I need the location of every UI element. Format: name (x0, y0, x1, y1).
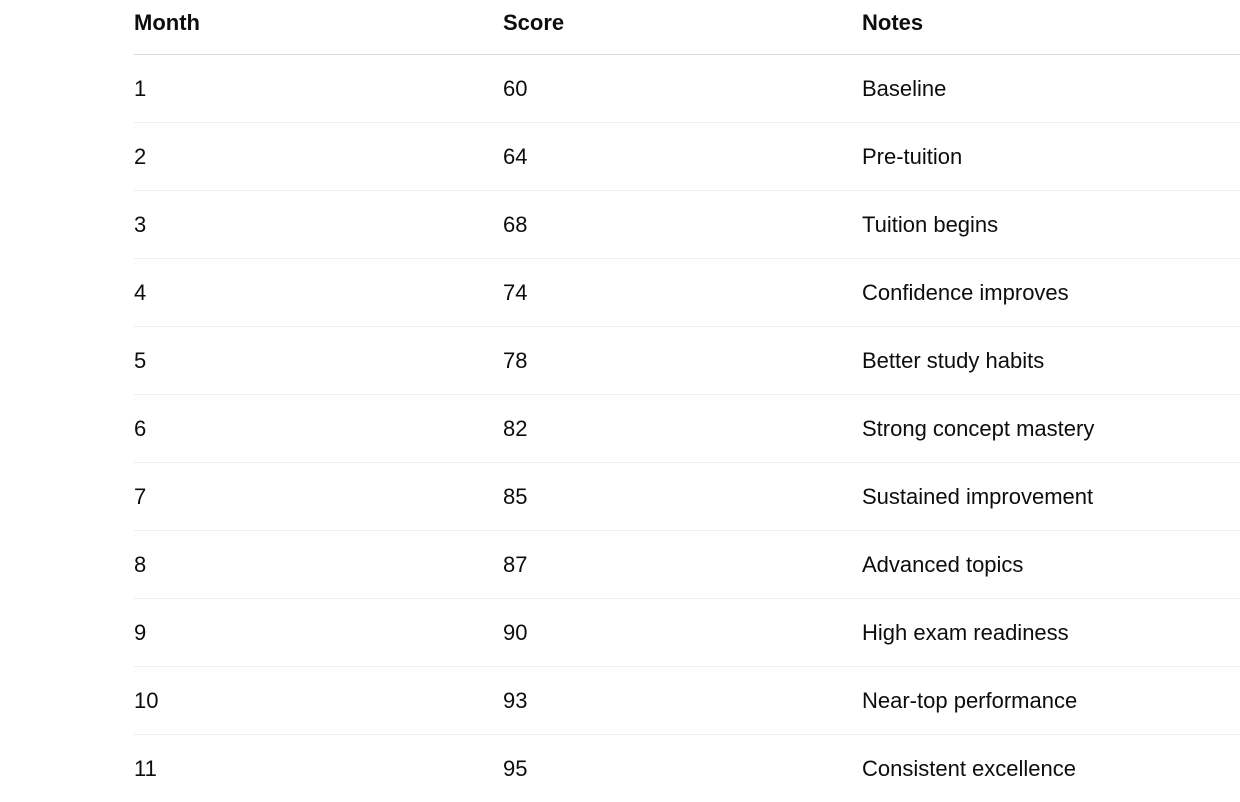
cell-notes: Baseline (862, 55, 1240, 123)
cell-month: 1 (134, 55, 503, 123)
column-header-notes: Notes (862, 0, 1240, 55)
cell-notes: Near-top performance (862, 667, 1240, 735)
cell-notes: Tuition begins (862, 191, 1240, 259)
table-row: 7 85 Sustained improvement (134, 463, 1240, 531)
table-row: 5 78 Better study habits (134, 327, 1240, 395)
scores-table: Month Score Notes 1 60 Baseline 2 64 Pre… (134, 0, 1240, 802)
cell-score: 74 (503, 259, 862, 327)
cell-month: 4 (134, 259, 503, 327)
cell-month: 6 (134, 395, 503, 463)
table-row: 2 64 Pre-tuition (134, 123, 1240, 191)
table-row: 1 60 Baseline (134, 55, 1240, 123)
cell-month: 3 (134, 191, 503, 259)
table-row: 8 87 Advanced topics (134, 531, 1240, 599)
column-header-month: Month (134, 0, 503, 55)
cell-notes: Advanced topics (862, 531, 1240, 599)
cell-notes: Better study habits (862, 327, 1240, 395)
table-row: 10 93 Near-top performance (134, 667, 1240, 735)
cell-month: 7 (134, 463, 503, 531)
table-row: 3 68 Tuition begins (134, 191, 1240, 259)
table-row: 4 74 Confidence improves (134, 259, 1240, 327)
cell-score: 93 (503, 667, 862, 735)
cell-month: 11 (134, 735, 503, 802)
cell-notes: Sustained improvement (862, 463, 1240, 531)
table-header-row: Month Score Notes (134, 0, 1240, 55)
cell-score: 90 (503, 599, 862, 667)
cell-score: 68 (503, 191, 862, 259)
cell-month: 2 (134, 123, 503, 191)
cell-notes: Pre-tuition (862, 123, 1240, 191)
cell-score: 87 (503, 531, 862, 599)
cell-notes: High exam readiness (862, 599, 1240, 667)
cell-score: 78 (503, 327, 862, 395)
table-row: 11 95 Consistent excellence (134, 735, 1240, 802)
cell-score: 60 (503, 55, 862, 123)
cell-notes: Strong concept mastery (862, 395, 1240, 463)
cell-score: 95 (503, 735, 862, 802)
column-header-score: Score (503, 0, 862, 55)
cell-score: 82 (503, 395, 862, 463)
cell-notes: Confidence improves (862, 259, 1240, 327)
table-row: 9 90 High exam readiness (134, 599, 1240, 667)
scores-table-container: Month Score Notes 1 60 Baseline 2 64 Pre… (134, 0, 1240, 802)
cell-month: 10 (134, 667, 503, 735)
table-row: 6 82 Strong concept mastery (134, 395, 1240, 463)
cell-score: 85 (503, 463, 862, 531)
cell-month: 9 (134, 599, 503, 667)
cell-score: 64 (503, 123, 862, 191)
cell-notes: Consistent excellence (862, 735, 1240, 802)
cell-month: 5 (134, 327, 503, 395)
cell-month: 8 (134, 531, 503, 599)
